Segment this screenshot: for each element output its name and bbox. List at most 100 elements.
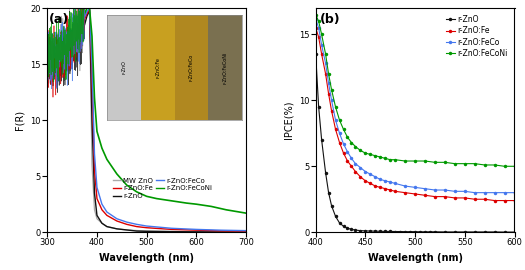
r-ZnO:Fe (501, 199, 508, 202)
MW ZnO (79, 20, 85, 23)
Line: r-ZnO:FeCo: r-ZnO:FeCo (314, 17, 516, 194)
r-ZnO (337, 221, 343, 225)
r-ZnO:Fe (44, 62, 50, 66)
r-ZnO:FeCoNi (44, 57, 50, 60)
r-ZnO:FeCo (344, 150, 351, 153)
r-ZnO:FeCo (312, 17, 319, 20)
r-ZnO:FeCo (77, 29, 83, 32)
r-ZnO (357, 229, 363, 232)
r-ZnO (326, 191, 332, 194)
r-ZnO:Fe (481, 198, 488, 201)
Y-axis label: F(R): F(R) (15, 110, 25, 130)
r-ZnO:FeCoNi (79, 20, 85, 23)
MW ZnO (84, 10, 90, 13)
r-ZnO:FeCo (412, 186, 418, 189)
r-ZnO:FeCo (367, 173, 373, 176)
r-ZnO (511, 231, 518, 234)
MW ZnO (94, 217, 100, 220)
r-ZnO:FeCoNi (461, 162, 468, 165)
r-ZnO:FeCo (471, 191, 478, 194)
r-ZnO (54, 62, 60, 66)
Text: (a): (a) (49, 13, 69, 26)
r-ZnO (387, 230, 393, 233)
r-ZnO:FeCoNi (71, 35, 78, 38)
r-ZnO:FeCoNi (352, 145, 359, 148)
r-ZnO:Fe (326, 92, 332, 95)
r-ZnO:Fe (337, 141, 343, 144)
r-ZnO (501, 231, 508, 234)
MW ZnO (86, 8, 92, 11)
r-ZnO:FeCoNi (340, 128, 346, 131)
r-ZnO:Fe (193, 229, 200, 232)
r-ZnO:FeCo (501, 191, 508, 194)
Line: r-ZnO: r-ZnO (47, 10, 246, 232)
r-ZnO:FeCoNi (319, 33, 325, 36)
r-ZnO:Fe (143, 226, 150, 229)
MW ZnO (81, 14, 88, 18)
r-ZnO:FeCo (44, 60, 50, 63)
r-ZnO:FeCo (377, 178, 383, 181)
r-ZnO:Fe (442, 195, 448, 198)
r-ZnO:Fe (94, 197, 100, 200)
r-ZnO (243, 231, 249, 234)
r-ZnO:FeCoNi (133, 190, 140, 194)
r-ZnO:FeCoNi (326, 72, 332, 76)
r-ZnO:Fe (71, 40, 78, 43)
MW ZnO (89, 163, 95, 167)
r-ZnO:FeCo (94, 186, 100, 189)
r-ZnO:Fe (104, 214, 110, 217)
r-ZnO:Fe (312, 26, 319, 29)
r-ZnO:FeCoNi (329, 88, 335, 92)
Y-axis label: IPCE(%): IPCE(%) (284, 101, 293, 139)
r-ZnO:FeCoNi (77, 27, 83, 30)
r-ZnO (319, 138, 325, 141)
r-ZnO:Fe (133, 225, 140, 228)
r-ZnO:FeCo (123, 221, 130, 224)
r-ZnO:FeCo (337, 132, 343, 135)
r-ZnO:FeCoNi (123, 184, 130, 187)
r-ZnO (377, 230, 383, 233)
r-ZnO:FeCo (348, 157, 354, 160)
r-ZnO:FeCoNi (316, 20, 322, 23)
r-ZnO:FeCoNi (94, 130, 100, 133)
MW ZnO (169, 230, 175, 233)
r-ZnO:FeCo (99, 202, 105, 206)
r-ZnO (332, 215, 339, 218)
r-ZnO (86, 9, 92, 12)
r-ZnO (316, 105, 322, 109)
r-ZnO:Fe (352, 170, 359, 173)
r-ZnO:FeCoNi (81, 12, 88, 15)
Legend: r-ZnO, r-ZnO:Fe, r-ZnO:FeCo, r-ZnO:FeCoNi: r-ZnO, r-ZnO:Fe, r-ZnO:FeCo, r-ZnO:FeCoN… (443, 12, 511, 61)
r-ZnO:FeCoNi (114, 172, 120, 176)
r-ZnO:Fe (344, 159, 351, 163)
r-ZnO:FeCo (357, 166, 363, 169)
r-ZnO:Fe (99, 208, 105, 211)
r-ZnO:FeCoNi (337, 119, 343, 122)
r-ZnO (481, 230, 488, 234)
MW ZnO (64, 42, 70, 46)
X-axis label: Wavelength (nm): Wavelength (nm) (368, 253, 463, 263)
r-ZnO:FeCo (402, 184, 408, 188)
r-ZnO (329, 204, 335, 207)
r-ZnO (402, 230, 408, 233)
r-ZnO:FeCo (243, 229, 249, 232)
MW ZnO (123, 228, 130, 232)
r-ZnO:Fe (81, 18, 88, 21)
r-ZnO:FeCo (84, 10, 90, 13)
r-ZnO:FeCo (71, 38, 78, 41)
r-ZnO:FeCo (372, 175, 379, 178)
r-ZnO (471, 230, 478, 234)
r-ZnO:FeCo (387, 180, 393, 184)
r-ZnO:FeCoNi (422, 159, 428, 163)
r-ZnO:Fe (402, 191, 408, 194)
r-ZnO:Fe (86, 8, 92, 11)
r-ZnO (322, 171, 329, 174)
r-ZnO:Fe (452, 196, 458, 200)
r-ZnO (94, 214, 100, 217)
r-ZnO:FeCoNi (153, 197, 160, 200)
r-ZnO (89, 119, 95, 122)
r-ZnO (84, 14, 90, 18)
r-ZnO:FeCo (91, 152, 98, 156)
r-ZnO:Fe (332, 128, 339, 131)
r-ZnO:FeCoNi (169, 199, 175, 202)
